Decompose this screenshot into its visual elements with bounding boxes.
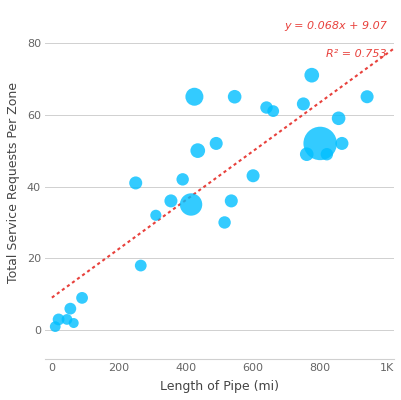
Point <box>52 324 58 330</box>
Point <box>191 94 197 100</box>
Point <box>187 201 194 208</box>
Point <box>227 198 234 204</box>
Point <box>249 172 256 179</box>
Point <box>338 140 344 147</box>
Point <box>231 94 237 100</box>
Point <box>269 108 276 114</box>
Point <box>179 176 185 182</box>
Text: R² = 0.753: R² = 0.753 <box>326 49 386 59</box>
Point <box>167 198 174 204</box>
Point <box>308 72 314 78</box>
Point <box>67 306 73 312</box>
Text: y = 0.068x + 9.07: y = 0.068x + 9.07 <box>284 21 386 31</box>
Point <box>213 140 219 147</box>
Point <box>132 180 139 186</box>
Y-axis label: Total Service Requests Per Zone: Total Service Requests Per Zone <box>7 82 20 284</box>
Point <box>79 295 85 301</box>
Point <box>137 262 144 269</box>
Point <box>263 104 269 111</box>
Point <box>334 115 341 122</box>
Point <box>363 94 369 100</box>
X-axis label: Length of Pipe (mi): Length of Pipe (mi) <box>160 380 278 393</box>
Point <box>194 148 200 154</box>
Point <box>303 151 309 158</box>
Point <box>221 219 227 226</box>
Point <box>152 212 159 218</box>
Point <box>70 320 77 326</box>
Point <box>64 316 70 323</box>
Point <box>55 316 62 323</box>
Point <box>323 151 329 158</box>
Point <box>300 101 306 107</box>
Point <box>316 140 322 147</box>
